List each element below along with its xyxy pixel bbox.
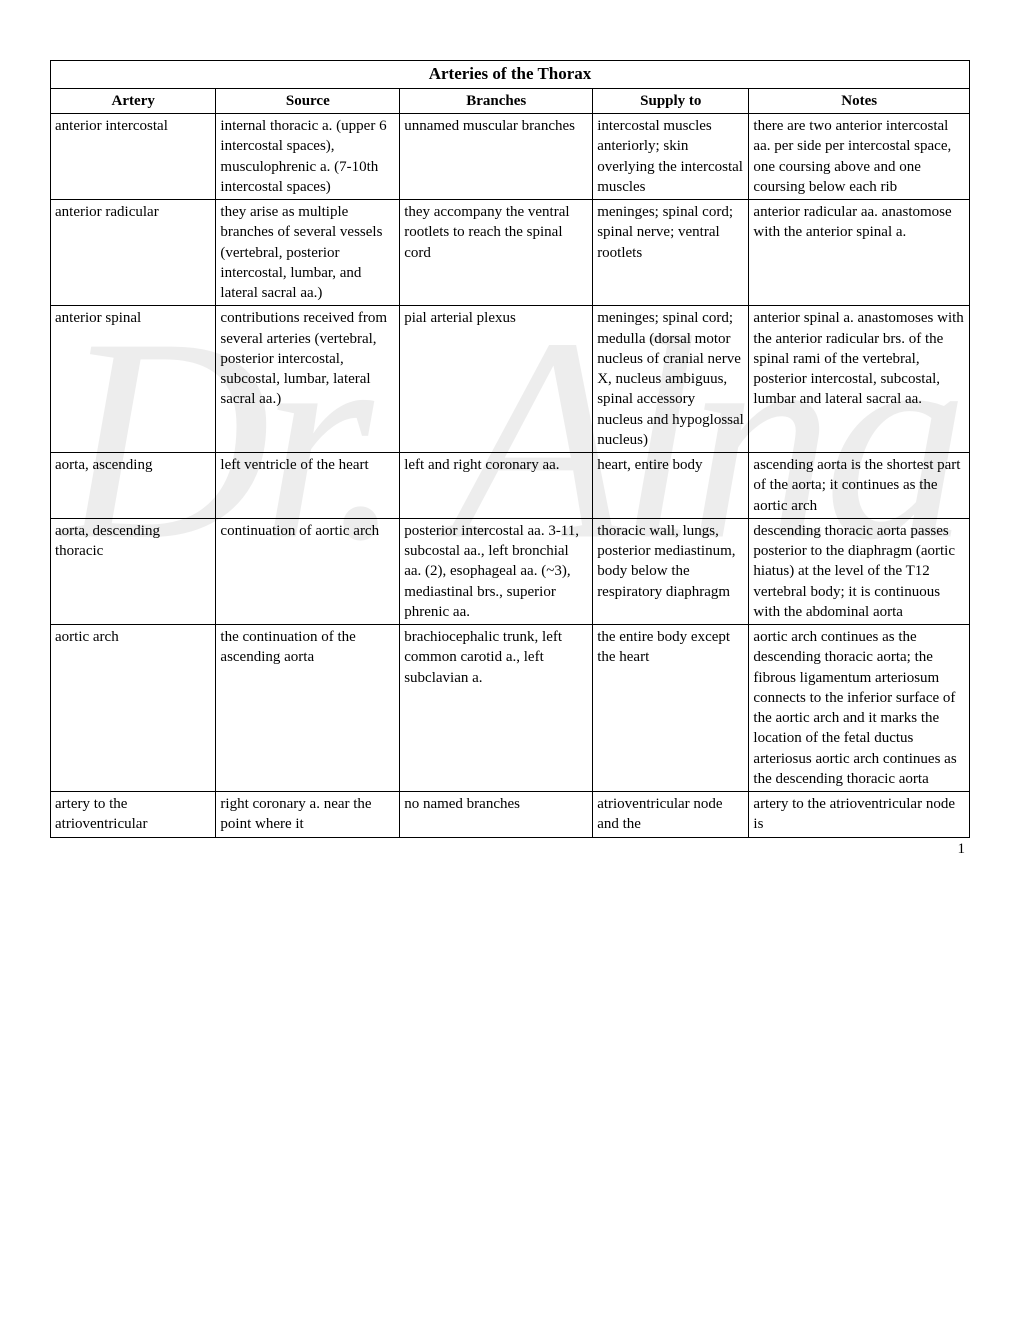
col-header-artery: Artery <box>51 88 216 113</box>
col-header-supply: Supply to <box>593 88 749 113</box>
table-row: aortic archthe continuation of the ascen… <box>51 625 970 792</box>
table-title-row: Arteries of the Thorax <box>51 61 970 89</box>
cell-source: they arise as multiple branches of sever… <box>216 200 400 306</box>
col-header-notes: Notes <box>749 88 970 113</box>
cell-supply: thoracic wall, lungs, posterior mediasti… <box>593 518 749 624</box>
table-row: anterior radicularthey arise as multiple… <box>51 200 970 306</box>
cell-notes: artery to the atrioventricular node is <box>749 792 970 838</box>
cell-branches: brachiocephalic trunk, left common carot… <box>400 625 593 792</box>
cell-source: internal thoracic a. (upper 6 intercosta… <box>216 114 400 200</box>
table-row: anterior intercostalinternal thoracic a.… <box>51 114 970 200</box>
cell-notes: descending thoracic aorta passes posteri… <box>749 518 970 624</box>
cell-artery: anterior radicular <box>51 200 216 306</box>
cell-artery: aortic arch <box>51 625 216 792</box>
cell-artery: aorta, descending thoracic <box>51 518 216 624</box>
col-header-branches: Branches <box>400 88 593 113</box>
arteries-table: Arteries of the Thorax Artery Source Bra… <box>50 60 970 838</box>
cell-supply: heart, entire body <box>593 453 749 519</box>
cell-branches: pial arterial plexus <box>400 306 593 453</box>
table-row: aorta, ascendingleft ventricle of the he… <box>51 453 970 519</box>
page-number: 1 <box>958 841 966 858</box>
cell-source: right coronary a. near the point where i… <box>216 792 400 838</box>
table-title: Arteries of the Thorax <box>51 61 970 89</box>
cell-source: contributions received from several arte… <box>216 306 400 453</box>
cell-source: continuation of aortic arch <box>216 518 400 624</box>
cell-artery: anterior spinal <box>51 306 216 453</box>
cell-supply: the entire body except the heart <box>593 625 749 792</box>
cell-notes: there are two anterior intercostal aa. p… <box>749 114 970 200</box>
cell-notes: ascending aorta is the shortest part of … <box>749 453 970 519</box>
cell-source: left ventricle of the heart <box>216 453 400 519</box>
cell-branches: unnamed muscular branches <box>400 114 593 200</box>
cell-notes: anterior spinal a. anastomoses with the … <box>749 306 970 453</box>
cell-supply: atrioventricular node and the <box>593 792 749 838</box>
cell-source: the continuation of the ascending aorta <box>216 625 400 792</box>
cell-branches: left and right coronary aa. <box>400 453 593 519</box>
table-row: anterior spinalcontributions received fr… <box>51 306 970 453</box>
cell-branches: posterior intercostal aa. 3-11, subcosta… <box>400 518 593 624</box>
cell-artery: aorta, ascending <box>51 453 216 519</box>
cell-branches: they accompany the ventral rootlets to r… <box>400 200 593 306</box>
cell-notes: anterior radicular aa. anastomose with t… <box>749 200 970 306</box>
table-header-row: Artery Source Branches Supply to Notes <box>51 88 970 113</box>
cell-branches: no named branches <box>400 792 593 838</box>
cell-notes: aortic arch continues as the descending … <box>749 625 970 792</box>
col-header-source: Source <box>216 88 400 113</box>
cell-supply: intercostal muscles anteriorly; skin ove… <box>593 114 749 200</box>
cell-artery: artery to the atrioventricular <box>51 792 216 838</box>
cell-supply: meninges; spinal cord; spinal nerve; ven… <box>593 200 749 306</box>
table-row: artery to the atrioventricularright coro… <box>51 792 970 838</box>
table-row: aorta, descending thoraciccontinuation o… <box>51 518 970 624</box>
cell-supply: meninges; spinal cord; medulla (dorsal m… <box>593 306 749 453</box>
cell-artery: anterior intercostal <box>51 114 216 200</box>
